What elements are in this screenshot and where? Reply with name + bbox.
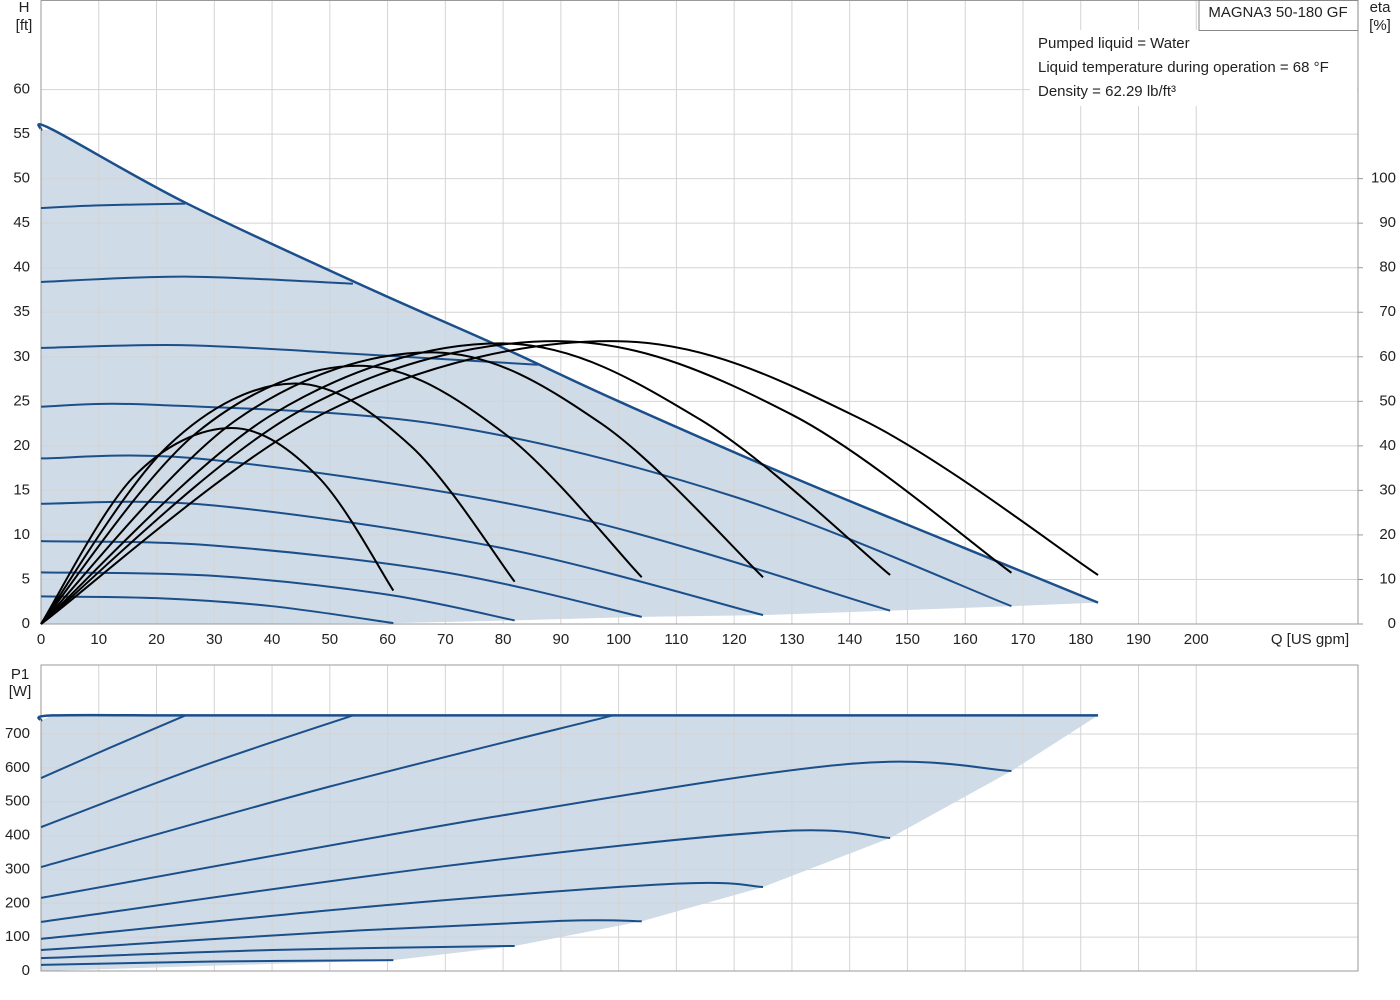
curve: [40, 454, 891, 612]
y2-tick-label: 50: [1379, 392, 1396, 409]
curve: [40, 944, 515, 960]
y-axis-unit: [W]: [9, 683, 32, 700]
y-tick-label: 35: [13, 303, 30, 320]
y-axis-label: H: [19, 0, 30, 16]
x-axis-label: Q [US gpm]: [1271, 631, 1349, 648]
efficiency-curve: [40, 427, 395, 625]
y-tick-label: 15: [13, 481, 30, 498]
x-tick-label: 200: [1184, 631, 1209, 648]
plot-content: 0 10 20 30 40 50 60 70 80 90 100 110 120 130 140 150 160…: [5, 0, 1396, 979]
x-tick-label: 140: [837, 631, 862, 648]
y-tick-label: 20: [13, 437, 30, 454]
operating-area: [41, 129, 1099, 624]
annotation: Pumped liquid = Water: [1038, 35, 1190, 52]
y2-tick-label: 100: [1371, 170, 1396, 187]
x-tick-label: 50: [321, 631, 338, 648]
x-tick-label: 150: [895, 631, 920, 648]
title-box: [1198, 0, 1359, 31]
y-tick-label: 25: [13, 392, 30, 409]
x-tick-label: 10: [90, 631, 107, 648]
y2-tick-label: 90: [1379, 214, 1396, 231]
curve: [40, 714, 354, 829]
efficiency-curve: [40, 340, 1013, 625]
y-tick-label: 55: [13, 125, 30, 142]
info-box: [1030, 30, 1357, 106]
y2-tick-label: 30: [1379, 481, 1396, 498]
y-tick-label: 100: [5, 928, 30, 945]
curve: [40, 571, 515, 622]
curve: [40, 959, 394, 966]
y-axis-label: P1: [11, 666, 29, 683]
y-tick-label: 0: [22, 615, 30, 632]
x-tick-label: 120: [722, 631, 747, 648]
curve: [40, 760, 1012, 899]
efficiency-curve: [40, 364, 643, 625]
operating-area: [41, 715, 1099, 971]
efficiency-curve: [40, 340, 1099, 625]
x-tick-label: 170: [1010, 631, 1035, 648]
y2-axis-label: eta: [1370, 0, 1392, 16]
curve: [40, 344, 538, 366]
x-tick-label: 60: [379, 631, 396, 648]
y-tick-label: 600: [5, 759, 30, 776]
max-curve: [37, 713, 1099, 722]
curve: [40, 714, 614, 869]
annotation: Density = 62.29 lb/ft³: [1038, 83, 1176, 100]
efficiency-curve: [40, 382, 516, 625]
curve: [40, 275, 353, 285]
x-tick-label: 40: [264, 631, 281, 648]
y2-tick-label: 70: [1379, 303, 1396, 320]
x-tick-label: 70: [437, 631, 454, 648]
y-tick-label: 500: [5, 793, 30, 810]
y-axis-unit: [ft]: [16, 17, 33, 34]
curve: [40, 202, 186, 210]
efficiency-curve: [40, 351, 764, 625]
y-tick-label: 5: [22, 570, 30, 587]
y-tick-label: 60: [13, 81, 30, 98]
y-tick-label: 200: [5, 894, 30, 911]
y-tick-label: 45: [13, 214, 30, 231]
y2-axis-unit: [%]: [1369, 17, 1391, 34]
x-tick-label: 180: [1068, 631, 1093, 648]
x-tick-label: 110: [664, 631, 688, 648]
curve: [40, 540, 642, 618]
x-tick-label: 0: [37, 631, 45, 648]
y-tick-label: 30: [13, 348, 30, 365]
x-tick-label: 160: [953, 631, 978, 648]
x-tick-label: 130: [779, 631, 804, 648]
annotation: Liquid temperature during operation = 68…: [1038, 59, 1329, 76]
x-tick-label: 190: [1126, 631, 1151, 648]
efficiency-curve: [40, 342, 891, 625]
y-tick-label: 10: [13, 526, 30, 543]
curve: [40, 829, 891, 923]
curve: [40, 402, 1012, 608]
x-tick-label: 20: [148, 631, 165, 648]
x-tick-label: 90: [553, 631, 570, 648]
x-tick-label: 30: [206, 631, 223, 648]
y-tick-label: 700: [5, 725, 30, 742]
max-curve: [37, 123, 1099, 604]
curve: [40, 595, 394, 625]
y2-tick-label: 20: [1379, 526, 1396, 543]
y-tick-label: 300: [5, 860, 30, 877]
y2-tick-label: 60: [1379, 348, 1396, 365]
y2-tick-label: 40: [1379, 437, 1396, 454]
curve: [40, 919, 642, 952]
y2-tick-label: 0: [1388, 615, 1396, 632]
y-tick-label: 40: [13, 259, 30, 276]
y-tick-label: 400: [5, 827, 30, 844]
chart-title: MAGNA3 50-180 GF: [1208, 4, 1347, 21]
plot-frame: [40, 664, 1359, 972]
x-tick-label: 80: [495, 631, 512, 648]
curve: [40, 881, 764, 940]
y-tick-label: 50: [13, 170, 30, 187]
curve: [40, 714, 186, 779]
curve: [40, 500, 764, 617]
y2-tick-label: 80: [1379, 259, 1396, 276]
y-tick-label: 0: [22, 962, 30, 979]
x-tick-label: 100: [606, 631, 631, 648]
y2-tick-label: 10: [1379, 570, 1396, 587]
